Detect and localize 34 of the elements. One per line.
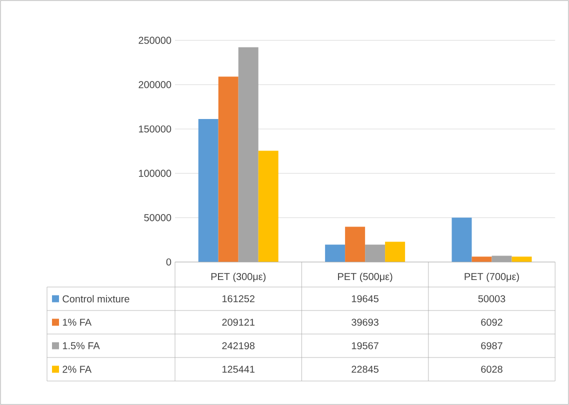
data-label: 39693 xyxy=(352,318,378,326)
data-label: 6028 xyxy=(481,366,502,373)
legend-label: 1% FA xyxy=(62,318,92,326)
legend-label: Control mixture xyxy=(62,295,130,302)
bar xyxy=(258,150,278,262)
data-label: 161252 xyxy=(222,295,254,302)
bar xyxy=(218,76,238,262)
y-tick-label: 100000 xyxy=(139,170,172,177)
x-tick-label: PET (700με) xyxy=(464,272,519,282)
bar xyxy=(512,256,532,262)
data-label: 19645 xyxy=(352,295,378,302)
bar xyxy=(472,256,492,262)
bar xyxy=(385,242,406,262)
x-tick-label: PET (300με) xyxy=(211,272,266,282)
y-tick-label: 150000 xyxy=(139,125,172,133)
bar xyxy=(198,119,218,262)
bar xyxy=(345,226,366,262)
y-tick-label: 0 xyxy=(166,258,172,266)
data-label: 22845 xyxy=(352,366,378,373)
legend-label: 1.5% FA xyxy=(62,342,100,350)
y-tick-label: 250000 xyxy=(138,36,172,44)
legend-label: 2% FA xyxy=(62,366,92,373)
data-label: 6092 xyxy=(481,318,502,326)
bar xyxy=(325,244,346,262)
data-label: 209121 xyxy=(222,318,254,326)
y-tick-label: 50000 xyxy=(144,214,172,222)
data-label: 125441 xyxy=(222,366,254,373)
bar xyxy=(452,218,472,262)
data-label: 6987 xyxy=(481,342,502,350)
data-label: 50003 xyxy=(478,295,506,302)
data-label: 242198 xyxy=(222,342,255,350)
x-tick-label: PET (500με) xyxy=(338,272,392,282)
y-tick-label: 200000 xyxy=(138,81,172,88)
data-label: 19567 xyxy=(352,342,378,350)
